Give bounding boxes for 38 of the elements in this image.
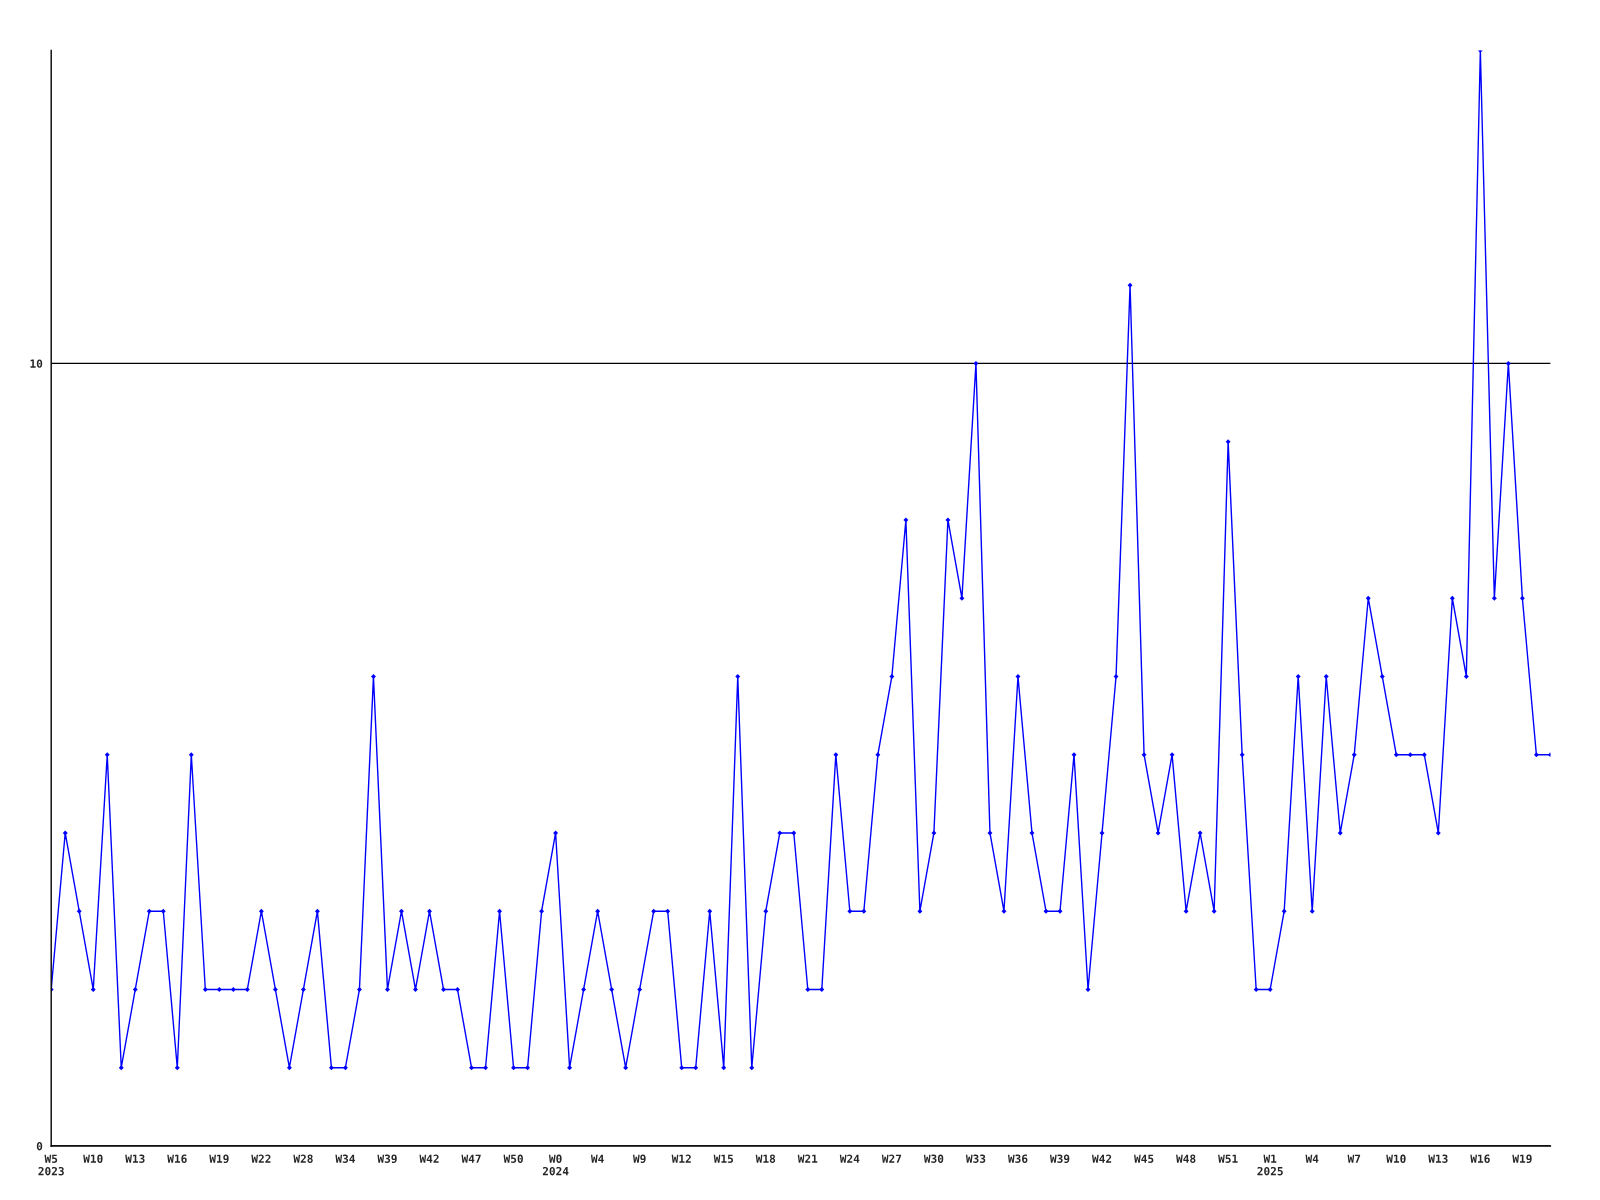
x-tick-label: W0 2024: [542, 1154, 569, 1176]
x-tick-label: W9: [632, 1154, 646, 1163]
x-tick-label: W13: [125, 1154, 145, 1163]
x-tick-label: W47: [461, 1154, 481, 1163]
x-tick-label: W34: [335, 1154, 355, 1163]
x-tick-label: W7: [1347, 1154, 1361, 1163]
y-tick-label: 0: [36, 1141, 43, 1151]
x-tick-label: W27: [881, 1154, 902, 1163]
x-tick-label: W42: [1092, 1154, 1112, 1163]
x-tick-label: W42: [419, 1154, 439, 1163]
x-tick-label: W30: [923, 1154, 944, 1163]
x-tick-label: W13: [1428, 1154, 1448, 1163]
x-tick-label: W10: [83, 1154, 103, 1163]
x-tick-label: W19: [1512, 1154, 1532, 1163]
x-tick-label: W21: [797, 1154, 818, 1163]
x-tick-label: W33: [965, 1154, 986, 1163]
x-tick-label: W16: [167, 1154, 187, 1163]
x-tick-label: W5 2023: [38, 1154, 64, 1176]
x-tick-label: W19: [209, 1154, 229, 1163]
x-tick-label: W18: [755, 1154, 776, 1163]
y-tick-label: 10: [30, 359, 43, 368]
x-tick-label: W22: [251, 1154, 271, 1163]
x-tick-label: W1 2025: [1257, 1154, 1283, 1176]
x-tick-label: W4: [590, 1154, 604, 1163]
x-tick-label: W24: [839, 1154, 860, 1163]
x-tick-label: W45: [1134, 1154, 1154, 1163]
x-tick-label: W10: [1386, 1154, 1406, 1163]
x-tick-label: W36: [1007, 1154, 1028, 1163]
x-tick-label: W39: [1049, 1154, 1070, 1163]
x-tick-label: W39: [377, 1154, 397, 1163]
x-tick-label: W12: [671, 1154, 691, 1163]
x-tick-label: W51: [1218, 1154, 1238, 1163]
x-tick-label: W28: [293, 1154, 313, 1163]
x-tick-label: W4: [1305, 1154, 1319, 1163]
x-tick-label: W15: [713, 1154, 734, 1163]
x-tick-label: W16: [1470, 1154, 1490, 1163]
x-tick-label: W48: [1176, 1154, 1196, 1163]
x-tick-label: W50: [503, 1154, 523, 1163]
